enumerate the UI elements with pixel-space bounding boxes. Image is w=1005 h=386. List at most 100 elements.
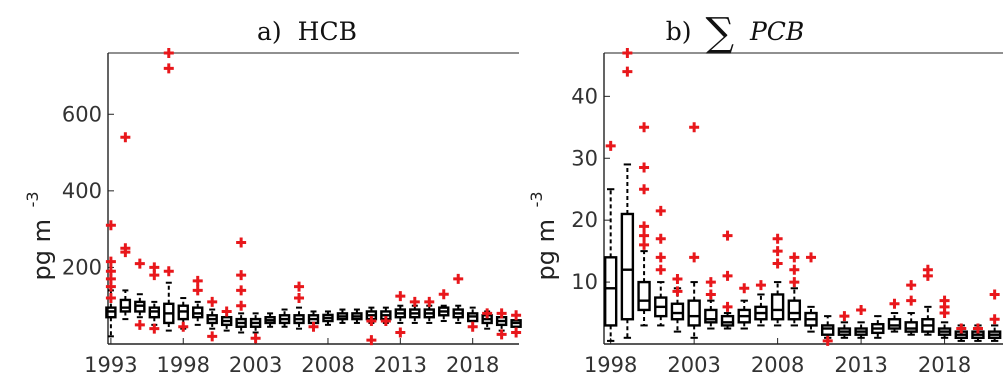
box-iqr bbox=[687, 299, 701, 327]
box-iqr bbox=[620, 212, 635, 321]
box-2017 bbox=[452, 273, 464, 324]
outlier-point bbox=[839, 311, 850, 322]
outlier-point bbox=[236, 285, 247, 296]
outlier-point bbox=[705, 289, 716, 300]
outlier-point bbox=[192, 285, 203, 296]
panel-hcb: a) HCB pg m -3 200 400 600 1993 1998 2003 2008… bbox=[23, 17, 522, 377]
outlier-point bbox=[134, 319, 145, 330]
x-tick-label: 2013 bbox=[374, 353, 427, 377]
outlier-point bbox=[496, 308, 507, 319]
y-tick-label: 400 bbox=[62, 179, 102, 203]
outlier-point bbox=[120, 243, 131, 254]
y-tick-label: 10 bbox=[571, 270, 598, 294]
outlier-point bbox=[689, 122, 700, 133]
y-axis-label-exponent: -3 bbox=[23, 191, 42, 207]
x-tick-label: 1998 bbox=[584, 353, 637, 377]
box-2018 bbox=[466, 306, 479, 332]
outlier-point bbox=[294, 293, 305, 304]
box-2006 bbox=[737, 283, 751, 330]
outlier-point bbox=[482, 308, 493, 319]
outlier-point bbox=[705, 277, 716, 288]
outlier-point bbox=[192, 275, 203, 286]
plot-area-hcb: 200 400 600 1993 1998 2003 2008 2013 2018 bbox=[62, 48, 522, 377]
outlier-point bbox=[722, 270, 733, 281]
box-1998 bbox=[603, 140, 618, 342]
box-2009 bbox=[336, 308, 349, 324]
chart-title-text: HCB bbox=[298, 17, 357, 46]
sum-symbol: ∑ bbox=[705, 10, 734, 56]
outlier-point bbox=[655, 205, 666, 216]
outlier-point bbox=[207, 296, 218, 307]
box-2004 bbox=[264, 312, 276, 328]
box-2003 bbox=[249, 312, 262, 344]
box-2012 bbox=[837, 311, 852, 339]
box-2011 bbox=[365, 306, 378, 346]
outlier-point bbox=[134, 258, 145, 269]
box-1995 bbox=[134, 258, 146, 330]
outlier-point bbox=[639, 162, 650, 173]
box-1998 bbox=[177, 297, 189, 332]
box-1994 bbox=[119, 132, 132, 321]
outlier-point bbox=[105, 293, 116, 304]
outlier-point bbox=[939, 295, 950, 306]
outlier-point bbox=[989, 289, 1000, 300]
outlier-point bbox=[639, 221, 650, 232]
outlier-point bbox=[755, 280, 766, 291]
box-2001 bbox=[220, 306, 233, 332]
outlier-point bbox=[889, 298, 900, 309]
box-iqr bbox=[637, 280, 651, 312]
outlier-point bbox=[689, 252, 700, 263]
x-tick-label: 2008 bbox=[301, 353, 354, 377]
x-tick-label: 2003 bbox=[667, 353, 720, 377]
box-2000 bbox=[637, 122, 651, 327]
outlier-point bbox=[511, 310, 522, 321]
outlier-point bbox=[163, 63, 174, 74]
outlier-point bbox=[655, 252, 666, 263]
y-axis-label-text: pg m bbox=[28, 219, 56, 280]
outlier-point bbox=[622, 48, 633, 58]
box-iqr bbox=[603, 256, 618, 327]
outlier-point bbox=[672, 286, 683, 297]
outlier-point bbox=[250, 333, 261, 344]
outlier-point bbox=[105, 220, 116, 231]
box-2014 bbox=[871, 315, 885, 339]
box-1999 bbox=[620, 48, 635, 339]
box-2002 bbox=[235, 237, 247, 334]
y-tick-label: 20 bbox=[571, 208, 598, 232]
outlier-point bbox=[906, 295, 917, 306]
outlier-point bbox=[655, 233, 666, 244]
outlier-point bbox=[236, 270, 247, 281]
box-2021 bbox=[510, 310, 522, 338]
outlier-point bbox=[722, 301, 733, 312]
outlier-point bbox=[105, 266, 116, 277]
box-2017 bbox=[921, 264, 935, 336]
box-2010 bbox=[351, 308, 363, 324]
outlier-point bbox=[366, 316, 377, 327]
box-2021 bbox=[987, 289, 1002, 342]
outlier-point bbox=[438, 289, 449, 300]
box-2018 bbox=[937, 295, 952, 339]
chart-title-hcb: a) HCB bbox=[257, 17, 357, 46]
outlier-point bbox=[789, 252, 800, 263]
outlier-point bbox=[149, 262, 160, 273]
box-iqr bbox=[670, 302, 685, 321]
box-2020 bbox=[495, 308, 508, 340]
box-1999 bbox=[192, 275, 204, 326]
box-2019 bbox=[954, 323, 968, 342]
x-tick-label: 2018 bbox=[918, 353, 971, 377]
box-1996 bbox=[148, 262, 161, 334]
outlier-point bbox=[178, 321, 189, 332]
outlier-point bbox=[789, 264, 800, 275]
outlier-point bbox=[639, 239, 650, 250]
x-tick-label: 2013 bbox=[834, 353, 887, 377]
outlier-point bbox=[822, 335, 833, 346]
y-axis-label-text: pg m bbox=[532, 219, 560, 280]
box-1997 bbox=[163, 48, 175, 332]
outlier-point bbox=[672, 273, 683, 284]
box-2015 bbox=[887, 298, 902, 333]
outlier-point bbox=[772, 233, 783, 244]
y-tick-label: 200 bbox=[62, 255, 102, 279]
box-iqr bbox=[770, 293, 785, 321]
box-2010 bbox=[804, 252, 818, 333]
box-2007 bbox=[307, 310, 320, 332]
